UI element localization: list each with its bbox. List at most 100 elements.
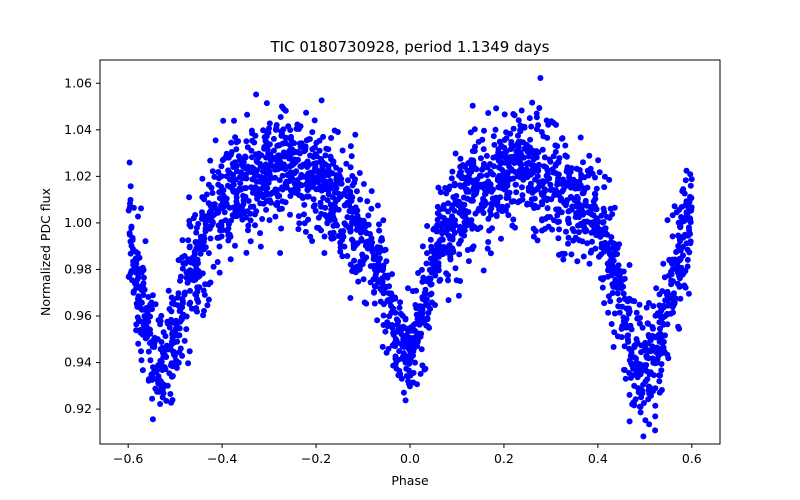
data-point xyxy=(432,225,439,232)
data-point xyxy=(616,297,623,304)
data-point xyxy=(339,253,346,260)
data-point xyxy=(618,334,625,341)
data-point xyxy=(341,202,348,209)
data-point xyxy=(436,245,443,252)
data-point xyxy=(371,300,378,307)
data-point xyxy=(661,313,668,320)
data-point xyxy=(235,138,242,145)
data-point xyxy=(179,237,186,244)
data-point xyxy=(169,397,176,403)
data-point xyxy=(255,150,262,157)
data-point xyxy=(379,343,386,350)
data-point xyxy=(543,172,550,179)
data-point xyxy=(287,211,293,218)
data-point xyxy=(515,132,521,139)
data-point xyxy=(451,207,458,214)
data-point xyxy=(330,194,336,201)
data-point xyxy=(190,215,197,222)
data-point xyxy=(252,172,259,179)
data-point xyxy=(457,169,464,176)
data-point xyxy=(337,167,344,174)
data-point xyxy=(166,306,173,312)
data-point xyxy=(618,325,625,332)
data-point xyxy=(437,213,444,220)
data-point xyxy=(471,148,478,154)
data-point xyxy=(560,256,567,263)
data-point xyxy=(320,194,327,201)
data-point xyxy=(253,178,260,185)
data-point xyxy=(253,208,260,215)
data-point xyxy=(380,312,387,319)
data-point xyxy=(583,202,590,209)
data-point xyxy=(685,290,692,297)
data-point xyxy=(615,303,622,310)
data-point xyxy=(396,304,403,311)
data-point xyxy=(245,227,251,234)
data-point xyxy=(456,251,463,258)
data-point xyxy=(503,129,510,136)
data-point xyxy=(513,189,520,196)
data-point xyxy=(261,144,268,150)
data-point xyxy=(243,138,250,145)
data-point xyxy=(149,292,156,299)
data-point xyxy=(533,126,540,133)
data-point xyxy=(376,227,383,234)
data-point xyxy=(670,309,676,316)
data-point xyxy=(316,137,323,144)
data-point xyxy=(127,183,134,190)
data-point xyxy=(205,250,212,257)
data-point xyxy=(186,301,193,307)
data-point xyxy=(139,264,146,271)
data-point xyxy=(576,202,583,209)
data-point xyxy=(416,331,423,338)
data-point xyxy=(518,107,525,114)
data-point xyxy=(130,289,137,296)
data-point xyxy=(610,283,617,290)
data-point xyxy=(397,310,404,317)
data-point xyxy=(247,210,254,217)
data-point xyxy=(192,257,199,264)
data-point xyxy=(586,152,593,159)
data-point xyxy=(483,152,490,159)
y-tick-label: 0.96 xyxy=(64,308,92,323)
data-point xyxy=(485,181,492,188)
data-point xyxy=(352,208,359,215)
data-point xyxy=(620,314,627,321)
x-tick-label: −0.6 xyxy=(113,451,143,466)
data-point xyxy=(423,322,430,329)
data-point xyxy=(330,158,337,165)
data-point xyxy=(496,138,503,145)
x-tick-label: 0.0 xyxy=(400,451,420,466)
data-point xyxy=(642,417,649,424)
data-point xyxy=(578,171,585,178)
data-point xyxy=(423,260,430,267)
data-point xyxy=(417,370,424,377)
data-point xyxy=(368,242,375,249)
data-point xyxy=(668,292,675,299)
data-point xyxy=(338,180,345,187)
data-point xyxy=(652,402,659,409)
data-point xyxy=(555,235,562,242)
data-point xyxy=(533,154,540,161)
data-point xyxy=(331,127,338,134)
data-point xyxy=(232,242,238,249)
data-point xyxy=(171,339,178,346)
data-point xyxy=(195,273,202,280)
data-point xyxy=(301,211,307,218)
data-point xyxy=(194,296,201,303)
data-point xyxy=(556,251,562,258)
data-point xyxy=(353,226,360,233)
data-point xyxy=(303,193,310,200)
data-point xyxy=(609,211,616,218)
data-point xyxy=(600,231,607,238)
data-point xyxy=(309,169,316,176)
data-point xyxy=(611,264,618,271)
y-tick-label: 0.94 xyxy=(64,355,92,370)
data-point xyxy=(465,209,472,215)
data-point xyxy=(688,176,695,183)
data-point xyxy=(385,297,391,304)
data-point xyxy=(419,296,426,302)
data-point xyxy=(126,230,133,237)
data-point xyxy=(302,145,309,152)
data-point xyxy=(440,249,447,256)
